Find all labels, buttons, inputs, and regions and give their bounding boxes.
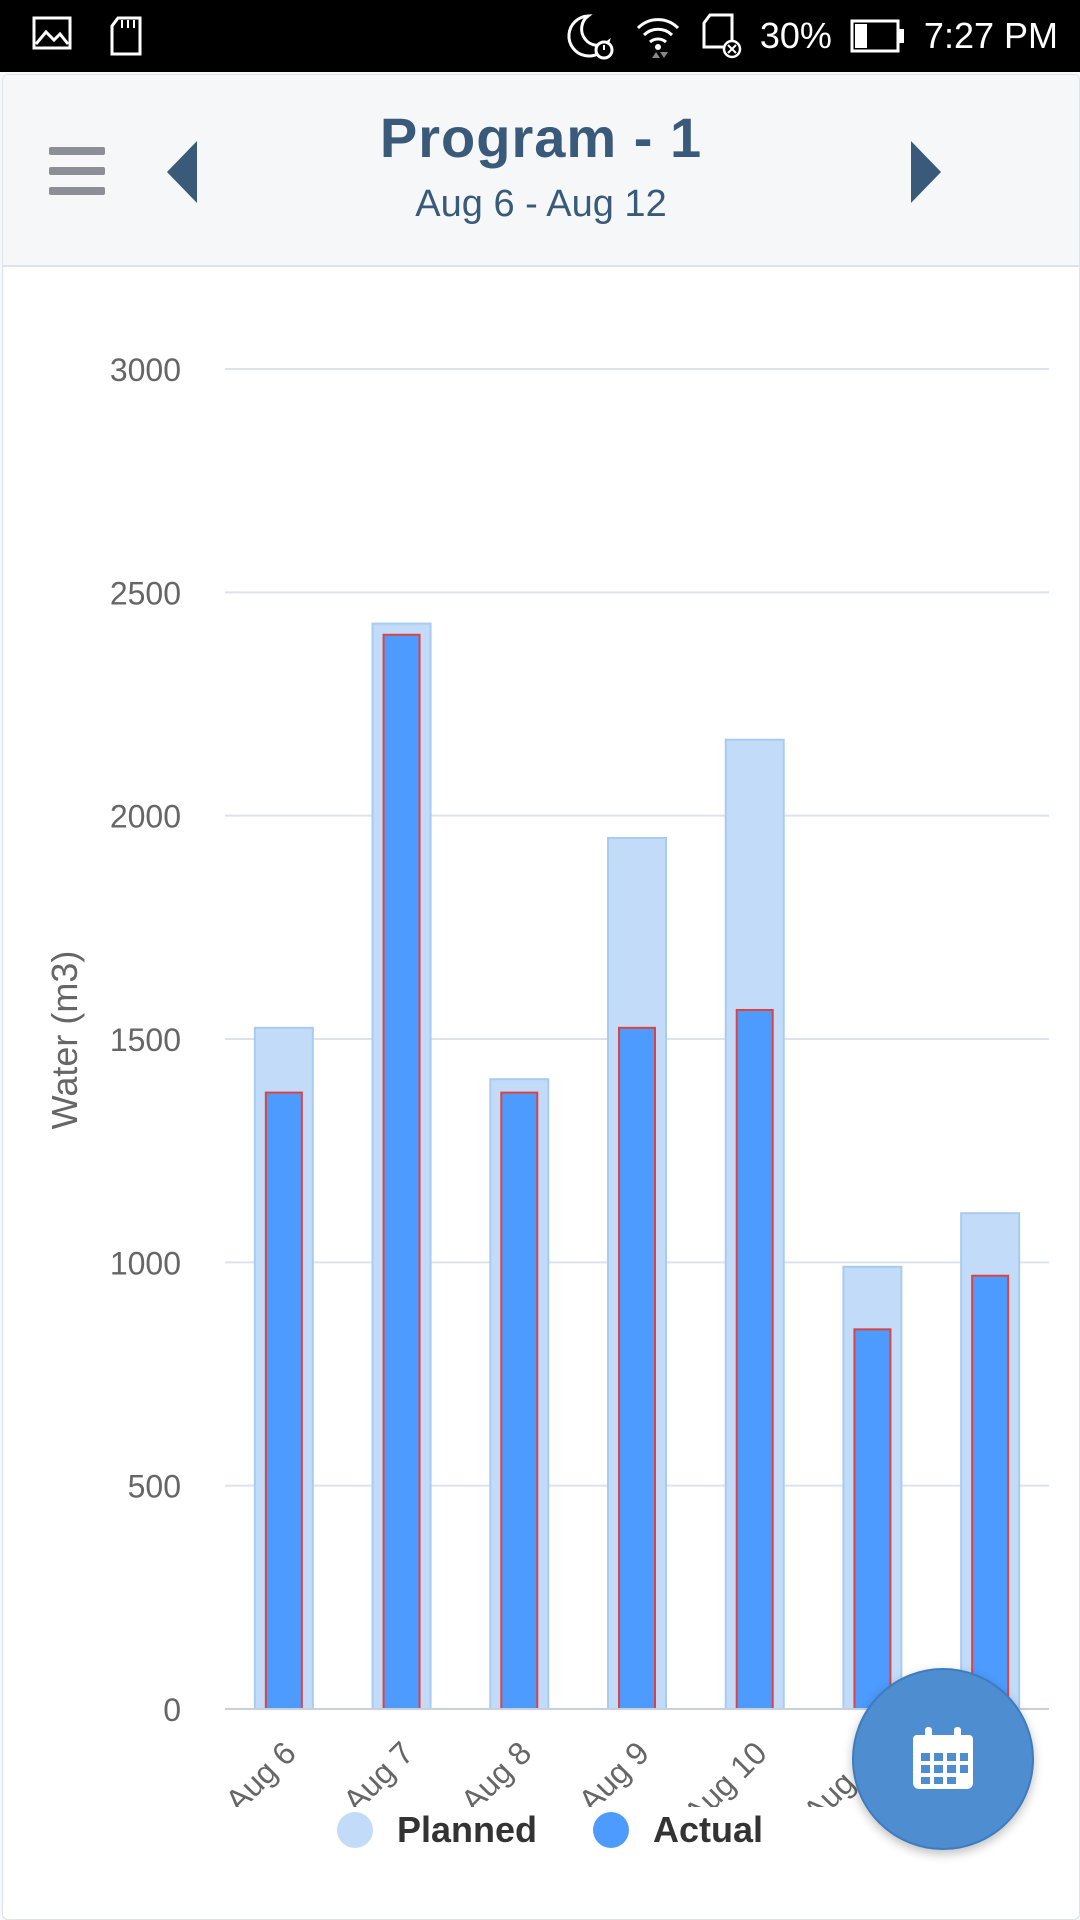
app-frame: Program - 1 Aug 6 - Aug 12 0 500 1000 1500 2…: [2, 74, 1080, 1920]
triangle-left-icon: [167, 141, 197, 203]
sd-card-icon: [108, 16, 144, 56]
x-tick-label: Aug 6: [218, 1734, 303, 1807]
sd-card-error-icon: [700, 13, 742, 59]
legend-label-actual: Actual: [653, 1809, 764, 1850]
x-tick-label: Aug 8: [454, 1734, 539, 1807]
y-tick-label-2000: 2000: [110, 799, 181, 835]
x-tick-label: Aug 7: [336, 1734, 421, 1807]
bar-actual: [264, 1091, 303, 1710]
y-tick-label-500: 500: [128, 1469, 181, 1505]
y-tick-label-0: 0: [163, 1692, 181, 1728]
wifi-icon: [634, 14, 682, 58]
do-not-disturb-alarm-icon: [564, 12, 616, 60]
bar-actual: [735, 1008, 774, 1710]
battery-icon: [850, 19, 906, 53]
battery-percent: 30%: [759, 15, 832, 56]
water-bar-chart: 0 500 1000 1500 2000 2500 3000 Water (m3) Aug 6 A…: [44, 352, 1049, 1807]
bar-actual: [500, 1091, 539, 1710]
legend-label-planned: Planned: [397, 1809, 538, 1850]
legend-swatch-planned: [337, 1812, 373, 1848]
status-bar: 30% 7:27 PM: [0, 0, 1080, 72]
previous-week-button[interactable]: [163, 137, 213, 207]
next-week-button[interactable]: [901, 137, 951, 207]
y-tick-label-1000: 1000: [110, 1245, 181, 1281]
chart-legend: Planned Actual: [3, 1809, 1079, 1869]
bar-actual: [382, 633, 421, 1710]
hamburger-menu-icon[interactable]: [49, 147, 105, 197]
legend-item-actual[interactable]: Actual: [593, 1809, 763, 1851]
calendar-button[interactable]: [852, 1668, 1034, 1850]
bar-actual: [853, 1328, 892, 1711]
x-tick-label: Aug 9: [571, 1734, 656, 1807]
legend-swatch-actual: [593, 1812, 629, 1848]
date-range: Aug 6 - Aug 12: [415, 183, 667, 225]
triangle-right-icon: [911, 141, 941, 203]
clock: 7:27 PM: [923, 15, 1058, 56]
bar-actual: [618, 1026, 656, 1710]
legend-item-planned[interactable]: Planned: [337, 1809, 537, 1851]
bar-actual: [971, 1274, 1010, 1710]
page-title: Program - 1: [379, 106, 703, 169]
header: Program - 1 Aug 6 - Aug 12: [3, 75, 1079, 267]
calendar-icon: [913, 1727, 973, 1789]
image-icon: [32, 16, 72, 56]
y-tick-label-3000: 3000: [110, 352, 181, 388]
y-axis-label: Water (m3): [44, 951, 85, 1130]
y-tick-label-2500: 2500: [110, 575, 181, 611]
x-tick-label: Aug 10: [676, 1734, 773, 1807]
y-tick-label-1500: 1500: [110, 1022, 181, 1058]
